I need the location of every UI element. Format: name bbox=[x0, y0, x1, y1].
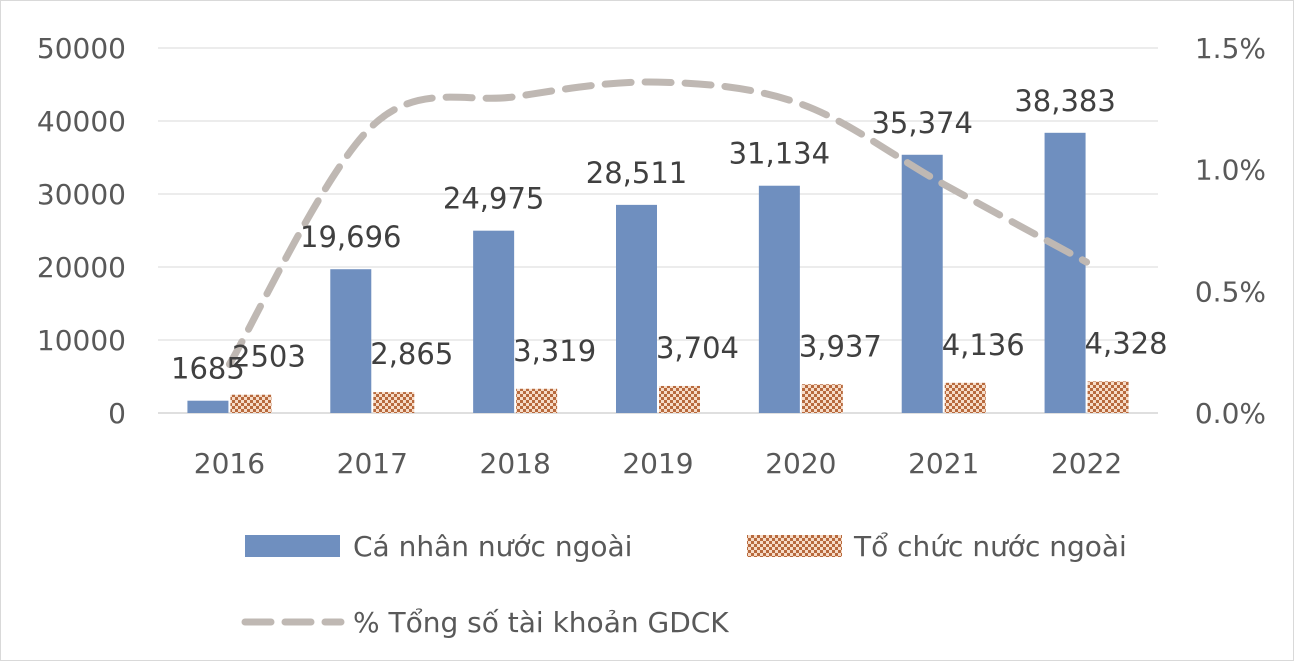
bar-ca-nhan bbox=[187, 401, 228, 413]
data-label-to-chuc: 3,704 bbox=[656, 331, 739, 365]
data-label-ca-nhan: 24,975 bbox=[443, 182, 544, 216]
bar-to-chuc bbox=[802, 384, 843, 413]
bar-to-chuc bbox=[516, 389, 557, 413]
bar-to-chuc bbox=[1088, 381, 1129, 413]
bar-to-chuc bbox=[659, 386, 700, 413]
bar-to-chuc bbox=[373, 392, 414, 413]
x-tick-label: 2019 bbox=[622, 447, 693, 480]
left-y-axis: 0 10000 20000 30000 40000 50000 bbox=[37, 32, 126, 430]
x-tick-label: 2022 bbox=[1051, 447, 1122, 480]
data-label-ca-nhan: 19,696 bbox=[300, 220, 401, 254]
bar-to-chuc bbox=[230, 395, 271, 413]
right-tick-label: 0.0% bbox=[1195, 397, 1266, 430]
left-tick-label: 40000 bbox=[37, 105, 126, 138]
left-tick-label: 0 bbox=[108, 397, 126, 430]
bar-ca-nhan bbox=[902, 155, 943, 413]
data-label-ca-nhan: 28,511 bbox=[586, 156, 687, 190]
data-label-to-chuc: 2503 bbox=[232, 340, 306, 374]
right-tick-label: 0.5% bbox=[1195, 275, 1266, 308]
x-tick-label: 2016 bbox=[194, 447, 265, 480]
bar-ca-nhan bbox=[1045, 133, 1086, 413]
data-label-to-chuc: 3,319 bbox=[513, 334, 596, 368]
right-y-axis: 0.0% 0.5% 1.0% 1.5% bbox=[1195, 32, 1266, 430]
left-tick-label: 30000 bbox=[37, 178, 126, 211]
legend-swatch-to-chuc bbox=[747, 535, 842, 557]
x-tick-label: 2020 bbox=[765, 447, 836, 480]
legend: Cá nhân nước ngoài Tổ chức nước ngoài % Tổ… bbox=[245, 530, 1127, 639]
left-tick-label: 20000 bbox=[37, 251, 126, 284]
data-label-ca-nhan: 38,383 bbox=[1014, 84, 1115, 118]
x-axis: 2016 2017 2018 2019 2020 2021 2022 bbox=[194, 447, 1122, 480]
x-tick-label: 2021 bbox=[908, 447, 979, 480]
x-tick-label: 2017 bbox=[337, 447, 408, 480]
right-tick-label: 1.5% bbox=[1195, 32, 1266, 65]
x-tick-label: 2018 bbox=[480, 447, 551, 480]
bar-to-chuc bbox=[945, 383, 986, 413]
data-label-to-chuc: 4,328 bbox=[1085, 326, 1168, 360]
data-label-to-chuc: 4,136 bbox=[942, 328, 1025, 362]
legend-swatch-ca-nhan bbox=[245, 535, 340, 557]
bar-ca-nhan bbox=[616, 205, 657, 413]
bar-ca-nhan bbox=[330, 269, 371, 413]
left-tick-label: 10000 bbox=[37, 324, 126, 357]
legend-label-ca-nhan: Cá nhân nước ngoài bbox=[353, 530, 632, 563]
bar-ca-nhan bbox=[473, 231, 514, 413]
legend-label-tong-so: % Tổng số tài khoản GDCK bbox=[353, 606, 729, 639]
data-label-to-chuc: 3,937 bbox=[799, 329, 882, 363]
bar-ca-nhan bbox=[759, 186, 800, 413]
data-label-to-chuc: 2,865 bbox=[370, 337, 453, 371]
right-tick-label: 1.0% bbox=[1195, 154, 1266, 187]
legend-label-to-chuc: Tổ chức nước ngoài bbox=[853, 530, 1127, 563]
data-label-ca-nhan: 31,134 bbox=[729, 137, 830, 171]
left-tick-label: 50000 bbox=[37, 32, 126, 65]
data-label-ca-nhan: 35,374 bbox=[871, 106, 972, 140]
